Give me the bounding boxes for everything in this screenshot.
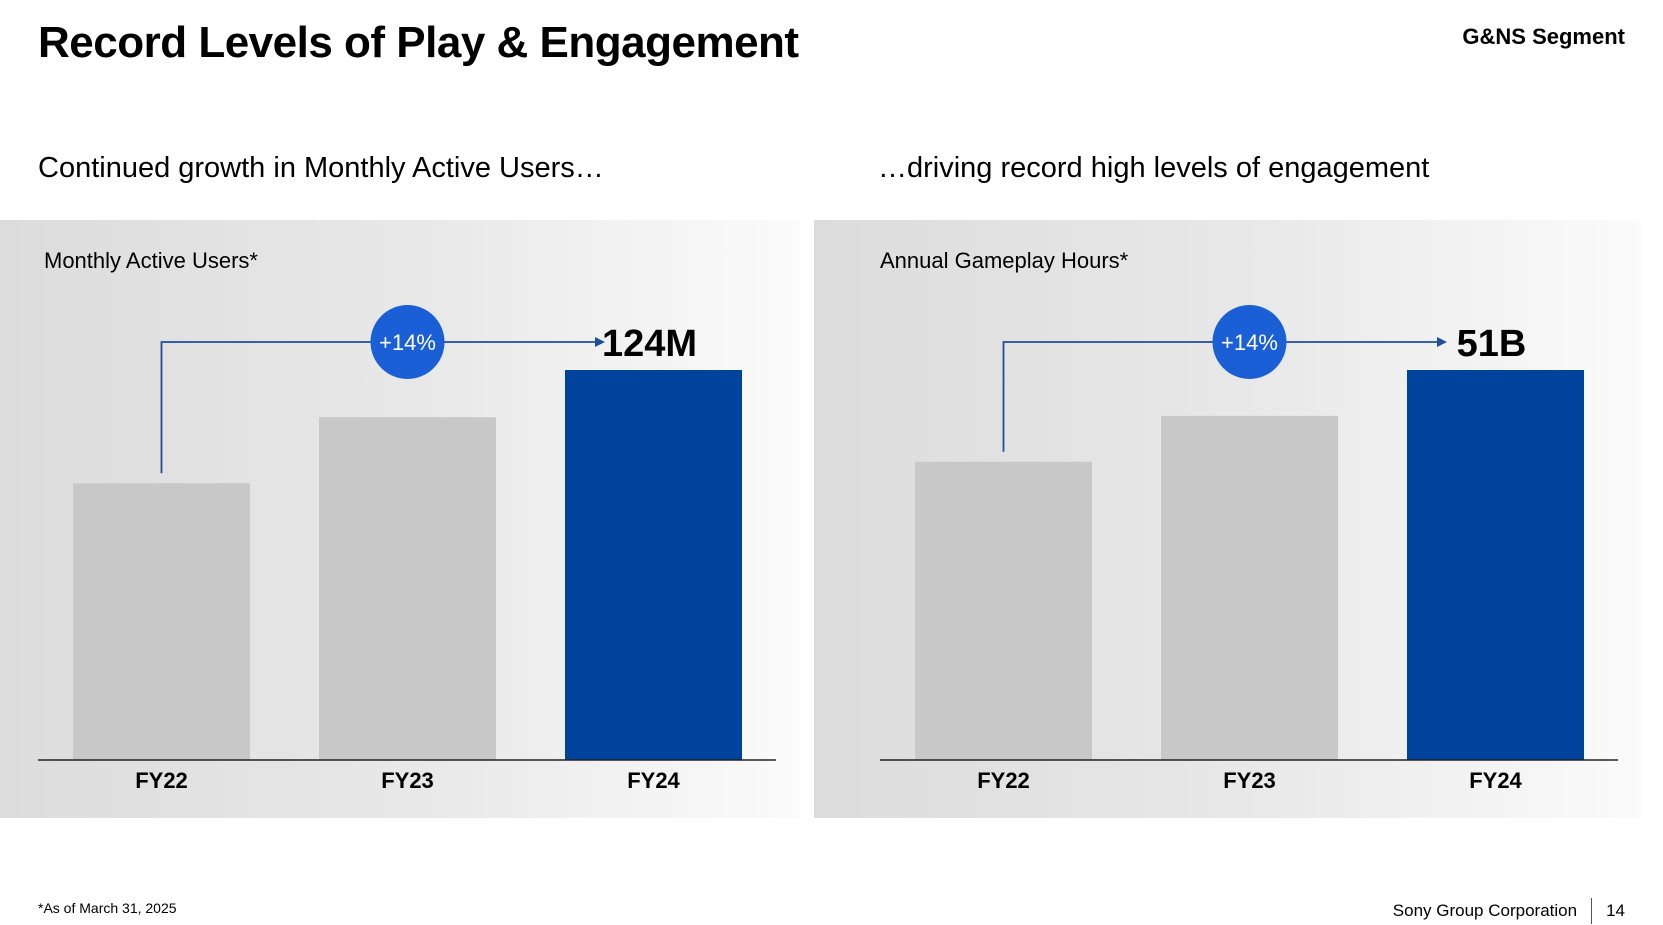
growth-connector-line — [1002, 341, 1437, 452]
left-subtitle: Continued growth in Monthly Active Users… — [38, 152, 604, 184]
chart-panel-mau: Monthly Active Users* FY22 FY23 FY24 +14% 12… — [0, 220, 800, 818]
footer-right: Sony Group Corporation 14 — [1393, 898, 1625, 924]
chart-title: Monthly Active Users* — [44, 248, 258, 273]
growth-badge-label: +14% — [379, 330, 436, 355]
bar-fy23 — [319, 417, 496, 760]
data-label-fy24: 51B — [1457, 323, 1527, 365]
tick-label-fy22: FY22 — [977, 768, 1030, 793]
footnote: *As of March 31, 2025 — [38, 900, 177, 916]
growth-badge-label: +14% — [1221, 330, 1278, 355]
arrow-head — [1437, 337, 1447, 347]
tick-label-fy24: FY24 — [627, 768, 680, 793]
bar-fy22 — [915, 461, 1092, 760]
arrow-head — [595, 337, 605, 347]
bar-fy23 — [1161, 415, 1338, 760]
growth-badge — [1212, 305, 1287, 379]
chart-panel-gameplay-hours: Annual Gameplay Hours* FY22 FY23 FY24 +14% 5… — [814, 220, 1642, 818]
right-subtitle: …driving record high levels of engagemen… — [878, 152, 1430, 184]
company-name: Sony Group Corporation — [1392, 901, 1578, 920]
gameplay-hours-bar-chart: FY22 FY23 FY24 +14% 51B — [880, 305, 1618, 793]
bar-fy22 — [73, 483, 250, 760]
page-number: 14 — [1606, 901, 1625, 920]
tick-label-fy23: FY23 — [381, 768, 434, 793]
growth-badge — [370, 305, 445, 379]
chart-title: Annual Gameplay Hours* — [880, 248, 1129, 273]
data-label-fy24: 124M — [602, 323, 697, 365]
bar-fy24 — [1407, 370, 1584, 760]
footer-divider — [1591, 898, 1593, 924]
tick-label-fy23: FY23 — [1223, 768, 1276, 793]
growth-connector-line — [160, 341, 595, 474]
page-title: Record Levels of Play & Engagement — [38, 18, 799, 67]
tick-label-fy22: FY22 — [135, 768, 188, 793]
segment-label: G&NS Segment — [1462, 24, 1625, 49]
tick-label-fy24: FY24 — [1469, 768, 1522, 793]
mau-bar-chart: FY22 FY23 FY24 +14% 124M — [38, 305, 776, 793]
bar-fy24 — [565, 370, 742, 760]
